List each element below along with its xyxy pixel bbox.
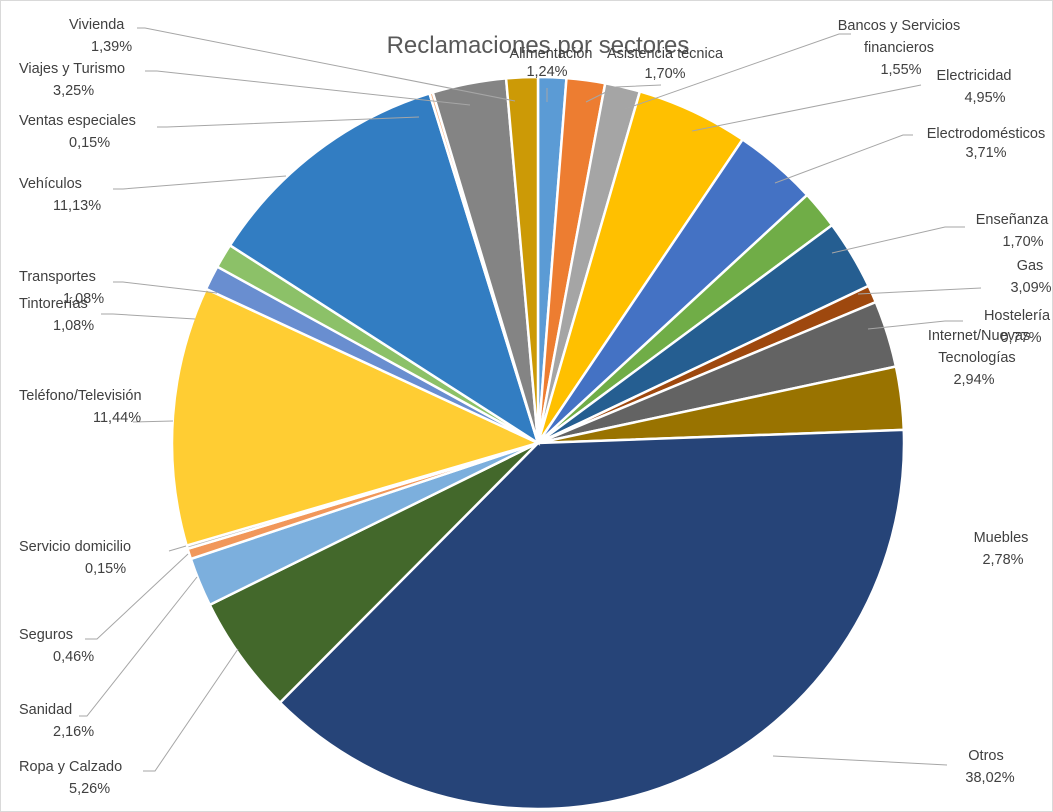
data-labels-layer: Alimentación 1,24% Asistencia técnica 1,70%… — [19, 17, 1052, 797]
data-label-percent-ropa-y-calzado: 5,26% — [69, 781, 110, 797]
data-label-name-vivienda: Vivienda — [69, 17, 125, 33]
chart-title: Reclamaciones por sectores — [387, 32, 690, 59]
leader-line-viajes-y-turismo — [145, 70, 471, 106]
data-label-name-vehiculos: Vehículos — [19, 176, 82, 192]
data-label-name-viajes-y-turismo: Viajes y Turismo — [19, 61, 125, 77]
data-label-name-muebles: Muebles — [974, 530, 1029, 546]
leader-line-sanidad — [79, 576, 198, 717]
data-label-name-otros: Otros — [968, 748, 1003, 764]
leader-line-ventas-especiales — [157, 116, 420, 128]
data-label-name-bancos-y-servicios-financieros: Bancos y Servicios — [838, 18, 961, 34]
data-label-name-hosteleria: Hostelería — [984, 308, 1051, 324]
data-label-percent-alimentacion: 1,24% — [526, 64, 567, 80]
data-label-name-ventas-especiales: Ventas especiales — [19, 113, 136, 129]
pie-slice-vivienda — [504, 75, 540, 444]
leader-lines-layer — [79, 27, 982, 772]
data-label-percent-seguros: 0,46% — [53, 649, 94, 665]
data-label-percent-vehiculos: 11,13% — [53, 198, 101, 214]
data-label-percent-transportes: 1,08% — [63, 291, 104, 307]
data-label-name-servicio-domicilio: Servicio domicilio — [19, 539, 131, 555]
data-label-name-electrodomesticos: Electrodomésticos — [927, 126, 1045, 142]
data-label-name-internet-nuevas-tecnologias: Tecnologías — [938, 350, 1015, 366]
data-label-percent-muebles: 2,78% — [982, 552, 1023, 568]
leader-line-gas — [857, 287, 982, 295]
data-label-name-telefono-television: Teléfono/Televisión — [19, 388, 142, 404]
leader-line-bancos-y-servicios-financieros — [624, 33, 851, 110]
data-label-percent-telefono-television: 11,44% — [93, 410, 141, 426]
data-label-percent-ensenanza: 1,70% — [1002, 234, 1043, 250]
data-label-percent-ventas-especiales: 0,15% — [69, 135, 110, 151]
data-label-name-bancos-y-servicios-financieros: financieros — [864, 40, 934, 56]
data-label-percent-vivienda: 1,39% — [91, 39, 132, 55]
data-label-name-ensenanza: Enseñanza — [976, 212, 1049, 228]
data-label-name-tintorerias: Tintorerías — [19, 296, 88, 312]
pie-slice-telefono-television — [170, 287, 542, 548]
data-label-name-transportes: Transportes — [19, 269, 96, 285]
leader-line-hosteleria — [867, 320, 963, 330]
leader-line-tintorerias — [101, 313, 196, 320]
data-label-name-gas: Gas — [1017, 258, 1044, 274]
pie-slice-otros — [278, 428, 906, 811]
data-label-name-alimentacion: Alimentación — [509, 46, 592, 62]
data-label-percent-viajes-y-turismo: 3,25% — [53, 83, 94, 99]
data-label-percent-electrodomesticos: 3,71% — [965, 145, 1006, 161]
leader-line-seguros — [85, 553, 189, 640]
leader-line-vivienda — [137, 27, 516, 102]
leader-line-electrodomesticos — [774, 134, 913, 184]
leader-line-telefono-television — [132, 420, 174, 423]
data-label-percent-hosteleria: 0,77% — [1000, 330, 1041, 346]
data-label-name-sanidad: Sanidad — [19, 702, 72, 718]
data-label-name-seguros: Seguros — [19, 627, 73, 643]
data-label-percent-bancos-y-servicios-financieros: 1,55% — [880, 62, 921, 78]
data-label-percent-gas: 3,09% — [1010, 280, 1051, 296]
data-label-name-ropa-y-calzado: Ropa y Calzado — [19, 759, 122, 775]
leader-line-otros — [772, 755, 948, 766]
data-label-percent-asistencia-tecnica: 1,70% — [644, 66, 685, 82]
data-label-name-electricidad: Electricidad — [937, 68, 1012, 84]
data-label-percent-sanidad: 2,16% — [53, 724, 94, 740]
leader-line-asistencia-tecnica — [585, 84, 662, 103]
leader-line-ensenanza — [831, 226, 965, 254]
data-label-name-asistencia-tecnica: Asistencia técnica — [607, 46, 724, 62]
leader-line-electricidad — [691, 84, 922, 132]
leader-line-servicio-domicilio — [168, 545, 187, 552]
data-label-percent-otros: 38,02% — [965, 770, 1014, 786]
slices-layer — [170, 75, 906, 811]
data-label-percent-tintorerias: 1,08% — [53, 318, 94, 334]
leader-line-vehiculos — [113, 175, 287, 190]
data-label-percent-servicio-domicilio: 0,15% — [85, 561, 126, 577]
data-label-name-internet-nuevas-tecnologias: Internet/Nuevas — [928, 328, 1030, 344]
data-label-percent-internet-nuevas-tecnologias: 2,94% — [953, 372, 994, 388]
pie-slice-vehiculos — [228, 91, 541, 446]
data-label-percent-electricidad: 4,95% — [964, 90, 1005, 106]
leader-line-transportes — [113, 281, 218, 294]
leader-line-ropa-y-calzado — [143, 648, 239, 772]
